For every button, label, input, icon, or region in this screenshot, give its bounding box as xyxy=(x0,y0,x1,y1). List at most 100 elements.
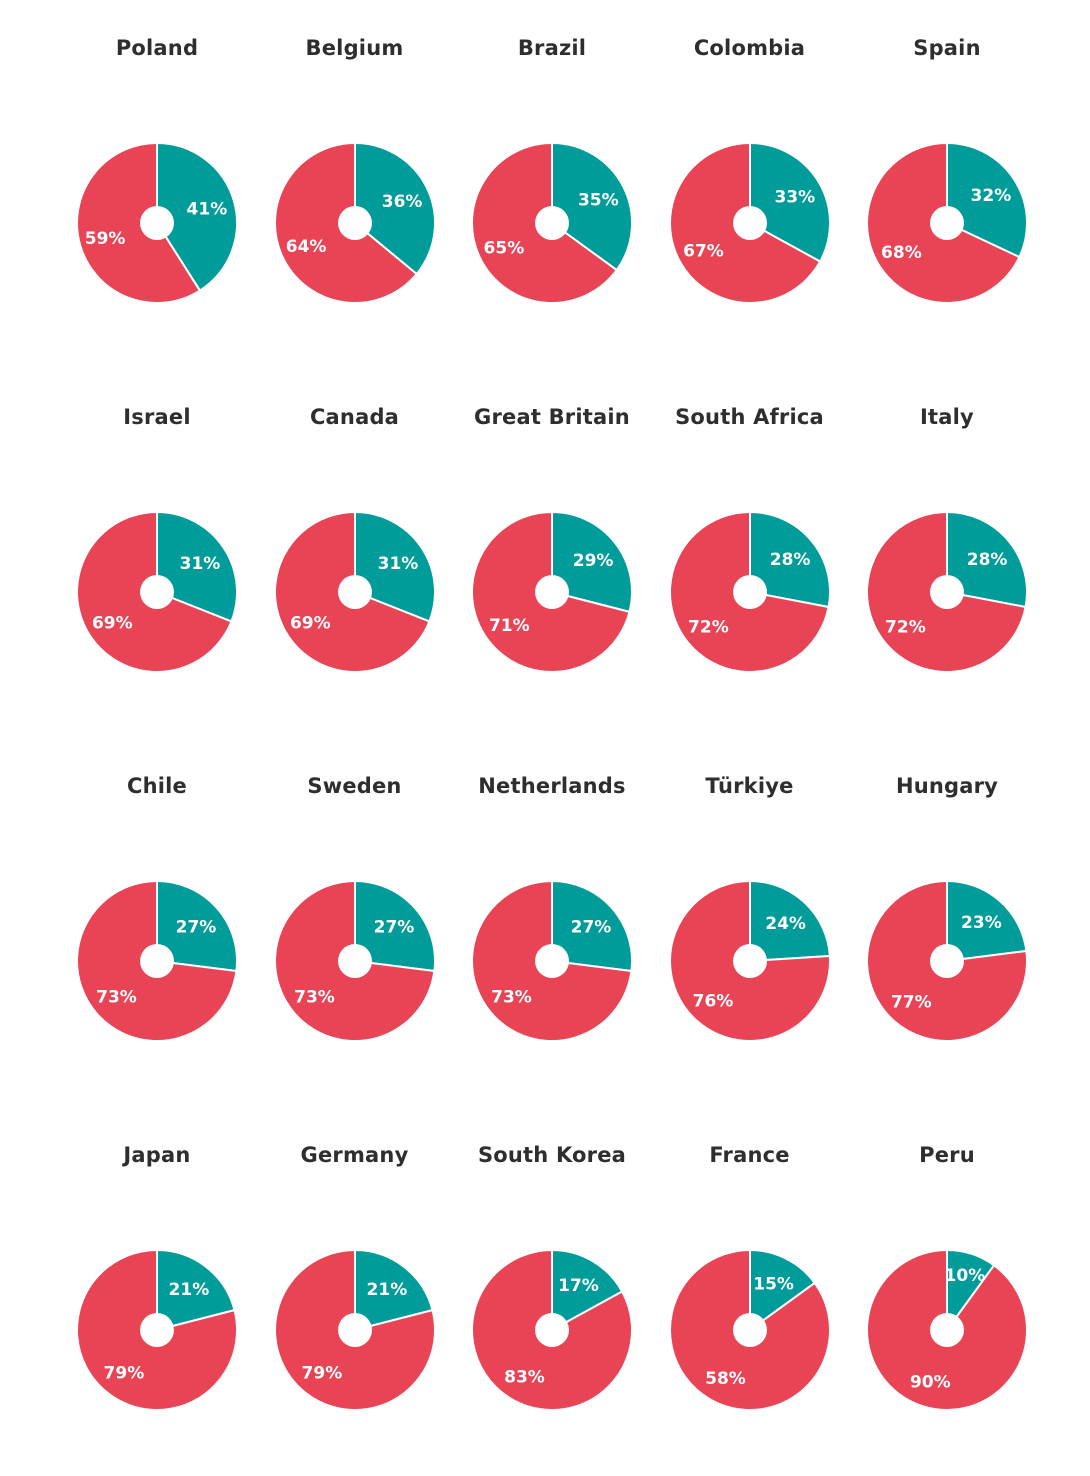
pie-panel: Colombia 33% 67% xyxy=(651,0,849,369)
pie-title: Poland xyxy=(115,36,199,60)
pie-panel: Canada 31% 69% xyxy=(256,369,454,738)
pie-svg: 35% 65% xyxy=(470,142,633,304)
pie-panel: Italy 28% 72% xyxy=(848,369,1046,738)
pie-svg: 10% 90% xyxy=(865,1249,1028,1411)
pie-slice-label: 35% xyxy=(578,190,619,210)
pie-slice-label: 67% xyxy=(683,242,724,262)
pie-title: Türkiye xyxy=(705,774,794,798)
pie-center-hole xyxy=(337,575,372,609)
pie-panel: South Korea 17% 83% xyxy=(453,1107,651,1476)
pie-title: Hungary xyxy=(895,774,999,798)
pie-slice-label: 23% xyxy=(961,913,1002,933)
pie-slice-teal xyxy=(748,880,831,962)
pie-slice-teal xyxy=(353,142,436,275)
pie-title: Japan xyxy=(123,1143,191,1167)
pie-slice-teal xyxy=(946,880,1028,962)
pie-center-hole xyxy=(535,1313,569,1347)
pie-slice-label: 58% xyxy=(705,1369,746,1389)
pie-slice-label: 69% xyxy=(92,613,133,633)
pie-slice-label: 29% xyxy=(573,551,614,571)
pie-slice-label: 69% xyxy=(289,613,330,633)
pie-panel: Israel 31% 69% xyxy=(58,369,256,738)
pie-title: South Africa xyxy=(675,405,824,429)
pie-slice-label: 17% xyxy=(558,1276,599,1296)
pie-panel: Great Britain 29% 71% xyxy=(453,369,651,738)
pie-center-hole xyxy=(140,575,174,609)
pie-title: Canada xyxy=(309,405,400,429)
pie-title: Netherlands xyxy=(478,774,626,798)
pie-slice-label: 31% xyxy=(377,554,418,574)
pie-center-hole xyxy=(930,1313,964,1347)
pie-slice-label: 90% xyxy=(910,1372,951,1392)
pie-title: Brazil xyxy=(517,36,587,60)
pie-title: South Korea xyxy=(477,1143,627,1167)
pie-svg: 21% 79% xyxy=(76,1249,238,1411)
pie-slice-label: 21% xyxy=(366,1280,407,1300)
pie-svg: 27% 73% xyxy=(76,880,238,1042)
pie-slice-label: 27% xyxy=(571,918,612,938)
pie-panel: Hungary 23% 77% xyxy=(848,738,1046,1107)
pie-title: Israel xyxy=(123,405,191,429)
pie-panel: Netherlands 27% 73% xyxy=(453,738,651,1107)
pie-center-hole xyxy=(535,206,569,240)
pie-slice-teal xyxy=(156,880,238,973)
pie-slice-teal xyxy=(748,511,831,608)
pie-slice-label: 77% xyxy=(891,993,932,1013)
pie-svg: 24% 76% xyxy=(668,880,831,1042)
pie-svg: 27% 73% xyxy=(273,880,436,1042)
pie-slice-label: 79% xyxy=(301,1364,342,1384)
pie-slice-teal xyxy=(353,1249,433,1331)
pie-panel: Belgium 36% 64% xyxy=(256,0,454,369)
pie-title: Peru xyxy=(919,1143,975,1167)
pie-panel: Poland 41% 59% xyxy=(58,0,256,369)
pie-svg: 36% 64% xyxy=(273,142,436,304)
pie-title: Belgium xyxy=(305,36,404,60)
pie-center-hole xyxy=(535,944,569,978)
pie-svg: 33% 67% xyxy=(668,142,831,304)
pie-slice-red xyxy=(76,142,201,304)
pie-slice-label: 59% xyxy=(85,229,126,249)
pie-slice-label: 41% xyxy=(187,200,228,220)
pie-panel: South Africa 28% 72% xyxy=(651,369,849,738)
pie-slice-label: 31% xyxy=(180,554,221,574)
pie-slice-label: 71% xyxy=(489,616,530,636)
pie-svg: 31% 69% xyxy=(273,511,436,673)
pie-center-hole xyxy=(140,944,174,978)
pie-center-hole xyxy=(732,575,767,609)
pie-title: Colombia xyxy=(693,36,806,60)
pie-center-hole xyxy=(140,206,174,240)
pie-slice-label: 79% xyxy=(104,1364,145,1384)
pie-slice-teal xyxy=(353,880,436,973)
pie-slice-teal xyxy=(551,880,633,973)
pie-svg: 17% 83% xyxy=(471,1249,633,1411)
pie-svg: 15% 58% xyxy=(668,1249,831,1411)
pie-svg: 21% 79% xyxy=(273,1249,436,1411)
pie-slice-label: 72% xyxy=(688,617,729,637)
pie-center-hole xyxy=(930,206,964,240)
pie-center-hole xyxy=(732,206,767,240)
pie-slice-label: 28% xyxy=(769,550,810,570)
pie-slice-teal xyxy=(946,511,1028,608)
pie-slice-teal xyxy=(748,1249,816,1331)
pie-title: France xyxy=(709,1143,790,1167)
pie-center-hole xyxy=(337,206,372,240)
pie-slice-label: 65% xyxy=(484,239,525,259)
pie-slice-label: 21% xyxy=(169,1280,210,1300)
pie-panel: France 15% 58% xyxy=(651,1107,849,1476)
pie-panel: Japan 21% 79% xyxy=(58,1107,256,1476)
pie-slice-label: 73% xyxy=(294,988,335,1008)
pie-panel: Spain 32% 68% xyxy=(848,0,1046,369)
pie-svg: 28% 72% xyxy=(668,511,831,673)
pie-slice-teal xyxy=(353,511,436,623)
pie-slice-label: 28% xyxy=(967,550,1008,570)
pie-slice-label: 27% xyxy=(373,918,414,938)
pie-slice-label: 10% xyxy=(945,1266,986,1286)
pie-slice-teal xyxy=(551,142,633,272)
pie-panel: Chile 27% 73% xyxy=(58,738,256,1107)
pie-center-hole xyxy=(732,944,767,978)
pie-svg: 32% 68% xyxy=(866,142,1028,304)
pie-slice-label: 73% xyxy=(491,988,532,1008)
pie-slice-teal xyxy=(156,1249,236,1331)
pie-slice-label: 76% xyxy=(692,991,733,1011)
pie-slice-label: 24% xyxy=(765,914,806,934)
